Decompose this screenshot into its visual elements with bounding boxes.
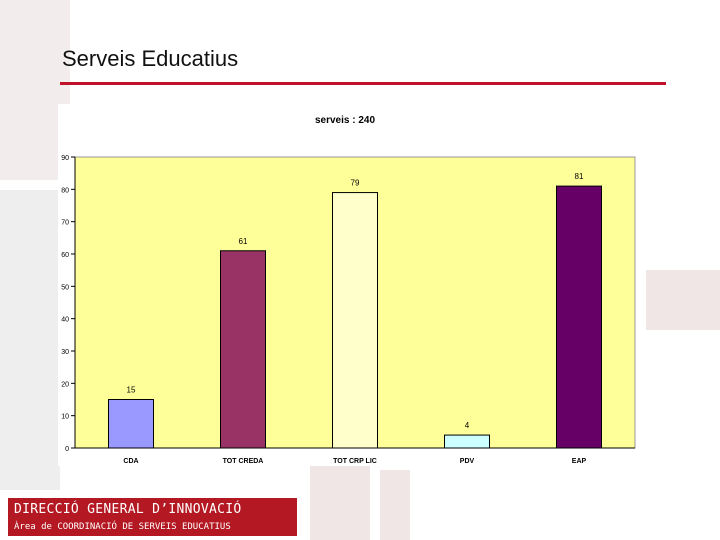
footer-area: Àrea de COORDINACIÓ DE SERVEIS EDUCATIUS [14,522,231,532]
title-underline [60,82,666,85]
y-tick-label: 0 [65,446,69,453]
data-label: 15 [127,386,136,395]
bar-pdv [444,434,490,449]
y-tick-label: 40 [61,317,69,324]
slide-title: Serveis Educatius [62,46,239,71]
bar-eap [556,185,602,449]
data-label: 81 [575,172,584,181]
data-label: 61 [239,237,248,246]
y-tick-label: 30 [61,349,69,356]
data-label: 79 [351,179,360,188]
y-tick-label: 10 [61,414,69,421]
y-tick-label: 20 [61,381,69,388]
y-tick-label: 80 [61,187,69,194]
x-category-label: EAP [572,458,587,465]
y-tick-label: 70 [61,220,69,227]
bar-tot-crp-lic [332,192,378,449]
x-category-label: TOT CREDA [223,458,264,465]
x-category-label: PDV [460,458,475,465]
bar-cda [108,399,154,449]
footer-banner: DIRECCIÓ GENERAL D’INNOVACIÓ Àrea de COO… [8,498,297,536]
x-category-label: TOT CRP LIC [333,458,377,465]
bar-tot-creda [220,250,266,449]
data-label: 4 [465,421,470,430]
x-category-label: CDA [123,458,138,465]
footer-department: DIRECCIÓ GENERAL D’INNOVACIÓ [14,502,242,517]
y-tick-label: 90 [61,155,69,162]
y-tick-label: 60 [61,252,69,259]
chart-title: serveis : 240 [315,115,375,126]
y-tick-label: 50 [61,284,69,291]
